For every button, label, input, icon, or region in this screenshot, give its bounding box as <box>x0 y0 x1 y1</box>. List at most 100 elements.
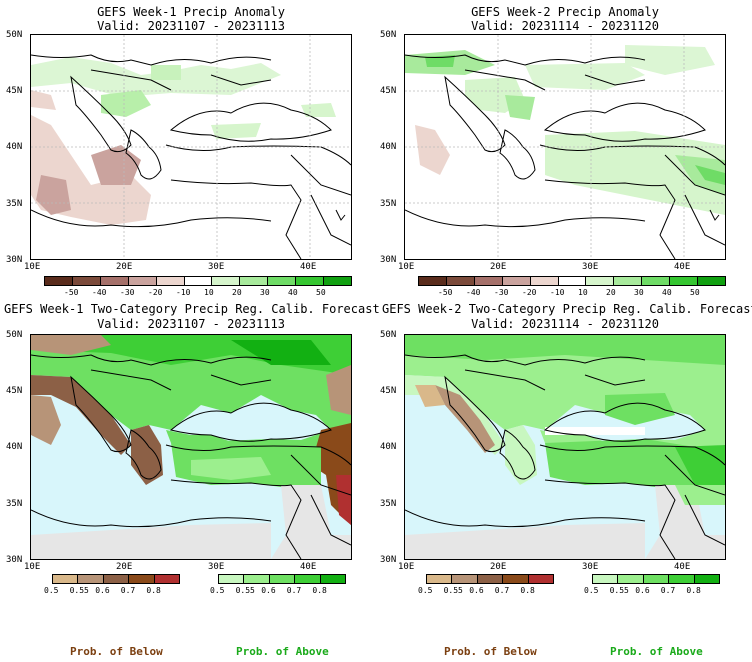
panel3-prob-above-label: Prob. of Above <box>236 645 329 658</box>
colorbar-tick-label: -30 <box>494 288 509 297</box>
colorbar-swatch <box>642 277 671 285</box>
colorbar-tick-label: 0.5 <box>418 586 433 595</box>
colorbar-swatch <box>446 277 475 285</box>
colorbar-swatch <box>212 277 241 285</box>
colorbar-tick-label: 0.8 <box>312 586 327 595</box>
panel1-valid: Valid: 20231107 - 20231113 <box>97 19 285 33</box>
panel4-lat-30: 30N <box>380 555 397 565</box>
panel2-title: GEFS Week-2 Precip Anomaly <box>471 5 659 19</box>
panel3-lon-40: 40E <box>300 562 317 572</box>
colorbar-tick-label: -20 <box>148 288 163 297</box>
colorbar-tick-label: 0.6 <box>635 586 650 595</box>
colorbar-tick-label: 20 <box>232 288 242 297</box>
panel3-lat-35: 35N <box>6 499 23 509</box>
colorbar-tick-label: 0.8 <box>520 586 535 595</box>
colorbar-swatch <box>618 575 644 583</box>
panel3-lat-40: 40N <box>6 442 23 452</box>
colorbar-swatch <box>670 277 699 285</box>
panel3-above-colorbar <box>218 574 346 584</box>
colorbar-tick-label: 20 <box>606 288 616 297</box>
panel1-lat-30: 30N <box>6 255 23 265</box>
panel3-lat-45: 45N <box>6 386 23 396</box>
panel4-title: GEFS Week-2 Two-Category Precip Reg. Cal… <box>382 302 752 316</box>
panel1-anomaly-colorbar <box>44 276 352 286</box>
panel4-lat-35: 35N <box>380 499 397 509</box>
panel3-lon-30: 30E <box>208 562 225 572</box>
panel4-lat-45: 45N <box>380 386 397 396</box>
colorbar-tick-label: 50 <box>316 288 326 297</box>
colorbar-swatch <box>296 277 325 285</box>
panel1-lat-50: 50N <box>6 30 23 40</box>
colorbar-swatch <box>419 277 447 285</box>
panel3-map <box>30 334 352 560</box>
colorbar-swatch <box>669 575 695 583</box>
colorbar-swatch <box>324 277 351 285</box>
panel2-lon-10: 10E <box>398 262 415 272</box>
colorbar-swatch <box>244 575 270 583</box>
colorbar-swatch <box>129 575 155 583</box>
colorbar-tick-label: -10 <box>176 288 191 297</box>
panel3-lat-50: 50N <box>6 330 23 340</box>
panel1-lon-10: 10E <box>24 262 41 272</box>
colorbar-swatch <box>78 575 104 583</box>
colorbar-tick-label: 0.5 <box>584 586 599 595</box>
panel4-lat-50: 50N <box>380 330 397 340</box>
panel4-prob-above-label: Prob. of Above <box>610 645 703 658</box>
panel2-anomaly-colorbar <box>418 276 726 286</box>
colorbar-swatch <box>268 277 297 285</box>
panel3-lon-10: 10E <box>24 562 41 572</box>
colorbar-swatch <box>100 277 129 285</box>
colorbar-tick-label: 10 <box>578 288 588 297</box>
colorbar-tick-label: -40 <box>92 288 107 297</box>
colorbar-swatch <box>503 575 529 583</box>
colorbar-swatch <box>698 277 725 285</box>
colorbar-swatch <box>474 277 503 285</box>
colorbar-tick-label: 0.8 <box>146 586 161 595</box>
colorbar-tick-label: -10 <box>550 288 565 297</box>
colorbar-swatch <box>694 575 720 583</box>
panel4-valid: Valid: 20231114 - 20231120 <box>471 317 659 331</box>
colorbar-swatch <box>643 575 670 583</box>
colorbar-tick-label: 0.55 <box>69 586 89 595</box>
panel1-title: GEFS Week-1 Precip Anomaly <box>97 5 285 19</box>
panel2-lat-40: 40N <box>380 142 397 152</box>
colorbar-swatch <box>72 277 101 285</box>
colorbar-tick-label: -20 <box>522 288 537 297</box>
colorbar-tick-label: 0.5 <box>44 586 59 595</box>
colorbar-tick-label: 0.55 <box>235 586 255 595</box>
colorbar-swatch <box>528 575 554 583</box>
colorbar-tick-label: 0.6 <box>95 586 110 595</box>
colorbar-swatch <box>184 277 213 285</box>
panel4-lon-40: 40E <box>674 562 691 572</box>
colorbar-swatch <box>477 575 504 583</box>
colorbar-tick-label: 50 <box>690 288 700 297</box>
panel3-lon-20: 20E <box>116 562 133 572</box>
colorbar-swatch <box>103 575 130 583</box>
panel4-below-colorbar <box>426 574 554 584</box>
colorbar-swatch <box>502 277 531 285</box>
colorbar-tick-label: 0.55 <box>609 586 629 595</box>
colorbar-swatch <box>452 575 478 583</box>
panel1-lon-30: 30E <box>208 262 225 272</box>
panel4-map <box>404 334 726 560</box>
panel3-prob-below-label: Prob. of Below <box>70 645 163 658</box>
colorbar-tick-label: 10 <box>204 288 214 297</box>
colorbar-swatch <box>427 575 453 583</box>
colorbar-tick-label: 0.7 <box>660 586 676 595</box>
panel1-lon-20: 20E <box>116 262 133 272</box>
panel1-lat-35: 35N <box>6 199 23 209</box>
panel2-lat-30: 30N <box>380 255 397 265</box>
panel3-lat-30: 30N <box>6 555 23 565</box>
panel3-below-colorbar <box>52 574 180 584</box>
panel2-lon-20: 20E <box>490 262 507 272</box>
colorbar-swatch <box>530 277 559 285</box>
colorbar-tick-label: 30 <box>634 288 644 297</box>
panel4-prob-below-label: Prob. of Below <box>444 645 537 658</box>
colorbar-swatch <box>593 575 619 583</box>
colorbar-swatch <box>154 575 180 583</box>
colorbar-swatch <box>45 277 73 285</box>
colorbar-tick-label: 0.6 <box>261 586 276 595</box>
colorbar-swatch <box>219 575 245 583</box>
panel2-lon-30: 30E <box>582 262 599 272</box>
colorbar-tick-label: 0.55 <box>443 586 463 595</box>
